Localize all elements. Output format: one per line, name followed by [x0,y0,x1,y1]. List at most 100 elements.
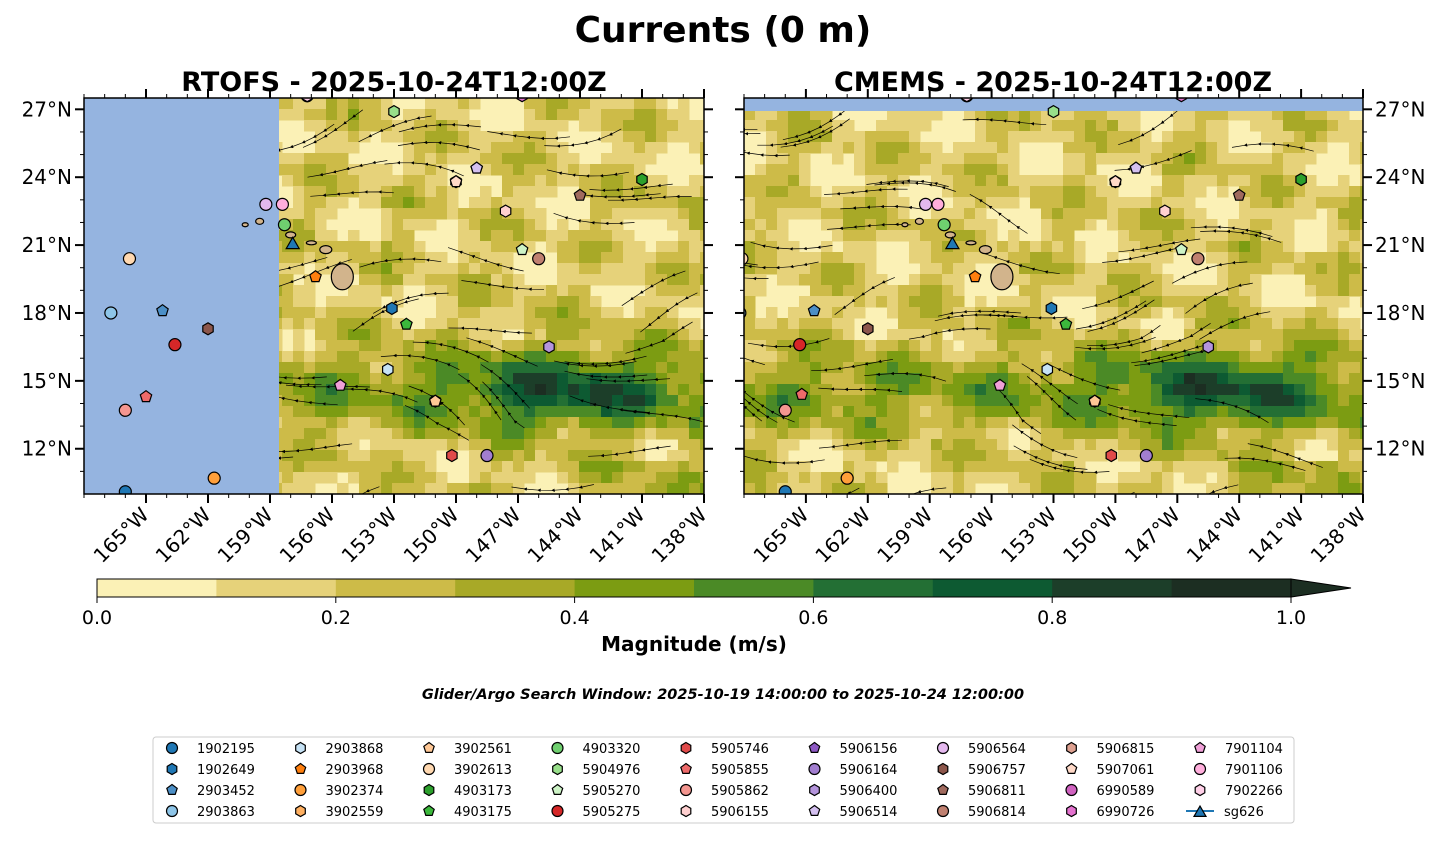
legend-label: 7902266 [1225,784,1283,799]
float-marker-4903175-rtofs [399,317,413,330]
float-marker-5905855-rtofs [139,389,153,403]
legend-marker [165,804,179,818]
float-marker-5905862-rtofs [118,403,132,417]
y-tick-label: 24°N [22,165,72,189]
colorbar-tick-label: 0.4 [559,607,589,629]
y-tick-label: 15°N [22,369,72,393]
legend-marker [1193,762,1207,776]
colorbar-swatch [1052,579,1173,597]
float-marker-1902195-cmems [778,485,792,494]
legend-label: 2903863 [197,805,255,820]
x-tick-label: 165°W [89,502,154,567]
legend-marker [165,741,179,755]
y-tick-label: 24°N [1375,165,1425,189]
legend-entry-4903175: 4903175 [423,804,512,820]
x-tick-label: 156°W [934,502,999,567]
float-marker-5906164-cmems [1139,448,1153,463]
float-marker-1902195-rtofs [118,485,132,494]
x-tick-label: 147°W [1120,502,1185,567]
float-marker-3902374-cmems [840,471,854,485]
float-marker-3902561-rtofs [428,394,442,407]
legend-label: 5906155 [711,805,769,820]
float-marker-5906164-rtofs [480,448,494,463]
legend-entry-5905862: 5905862 [679,783,769,799]
float-marker-5905275-rtofs [168,338,182,352]
cmems-hawaiian-islands [901,217,1014,291]
y-tick-label: 12°N [1375,437,1425,461]
legend-marker [1194,783,1206,797]
legend-entry-3902613: 3902613 [422,762,512,778]
legend-entry-1902195: 1902195 [165,741,255,757]
colorbar-tick-label: 0.0 [82,607,112,629]
legend-label: 2903868 [326,742,384,757]
legend-entries: 1902195 1902649 2903452 2903863 2903868 29039… [165,741,1283,820]
legend-entry-2903452: 2903452 [166,783,255,799]
float-marker-sg626-rtofs [285,236,301,250]
cmems-float-markers [744,98,1307,494]
legend-marker [808,741,821,754]
y-tick-label: 21°N [22,233,72,257]
colorbar-swatch [813,579,934,597]
x-tick-label: 147°W [461,502,526,567]
legend-entry-5906400: 5906400 [809,783,898,799]
float-marker-2903968-cmems [968,270,982,283]
legend-marker [680,741,692,755]
float-marker-1902649-rtofs [386,301,398,316]
rtofs-hawaiian-islands [241,217,354,291]
legend-label: 1902649 [197,763,255,778]
float-marker-3902374-rtofs [207,471,221,485]
float-marker-5905275-cmems [793,338,807,352]
legend-marker [679,783,693,797]
x-tick-label: 144°W [1182,502,1247,567]
legend-entry-6990726: 6990726 [1066,804,1154,820]
float-marker-sg626-cmems [944,236,960,250]
colorbar-frame [96,578,1292,598]
legend-entry-5906811: 5906811 [937,783,1026,799]
legend-label: 5906814 [968,805,1026,820]
legend-marker [808,804,821,817]
x-tick-label: 138°W [647,502,712,567]
float-marker-6990726-rtofs [516,98,528,103]
legend-entry-2903868: 2903868 [295,741,384,757]
legend-label: 5906400 [840,784,898,799]
legend-entry-5906155: 5906155 [680,804,769,820]
cmems-masked-region [744,98,1363,111]
y-tick-label: 21°N [1375,233,1425,257]
legend-entry-7902266: 7902266 [1194,783,1283,799]
legend-marker [937,762,949,776]
legend-label: 5906564 [968,742,1026,757]
legend-label: sg626 [1224,805,1264,820]
legend-entry-3902374: 3902374 [294,783,384,799]
float-marker-5905855-cmems [795,387,809,400]
x-tick-label: 138°W [1306,502,1371,567]
float-marker-5904976-cmems [1047,104,1060,119]
legend-entry-5906814: 5906814 [936,804,1026,820]
legend-entry-3902561: 3902561 [423,741,512,757]
float-marker-7902266-cmems [960,98,973,103]
legend-entry-5906815: 5906815 [1066,741,1154,757]
legend-entry-5907061: 5907061 [1065,762,1154,778]
float-marker-5906814-rtofs [532,252,546,266]
colorbar-swatch [1171,579,1292,597]
legend-marker [422,762,436,776]
float-marker-5907061-cmems [1108,174,1122,188]
colorbar-swatch [216,579,337,597]
float-marker-5904976-rtofs [388,104,400,119]
float-marker-5906811-rtofs [573,188,587,201]
legend-label: 3902374 [326,784,384,799]
float-marker-7901104-rtofs [333,378,347,391]
colorbar-label: Magnitude (m/s) [601,632,787,656]
colorbar-swatch [97,579,217,597]
colorbar-tick-label: 1.0 [1276,607,1306,629]
y-tick-label: 12°N [22,437,72,461]
legend-marker [809,783,820,797]
legend-label: 5905855 [711,763,769,778]
legend-entry-2903968: 2903968 [294,762,383,778]
y-tick-label: 18°N [22,301,72,325]
legend-marker [551,783,564,796]
colorbar-ticks: 0.0 0.2 0.4 0.6 0.8 1.0 [82,597,1306,629]
legend: 1902195 1902649 2903452 2903863 2903868 29039… [152,736,1295,824]
legend-marker [1066,741,1077,755]
legend-marker [552,762,563,776]
